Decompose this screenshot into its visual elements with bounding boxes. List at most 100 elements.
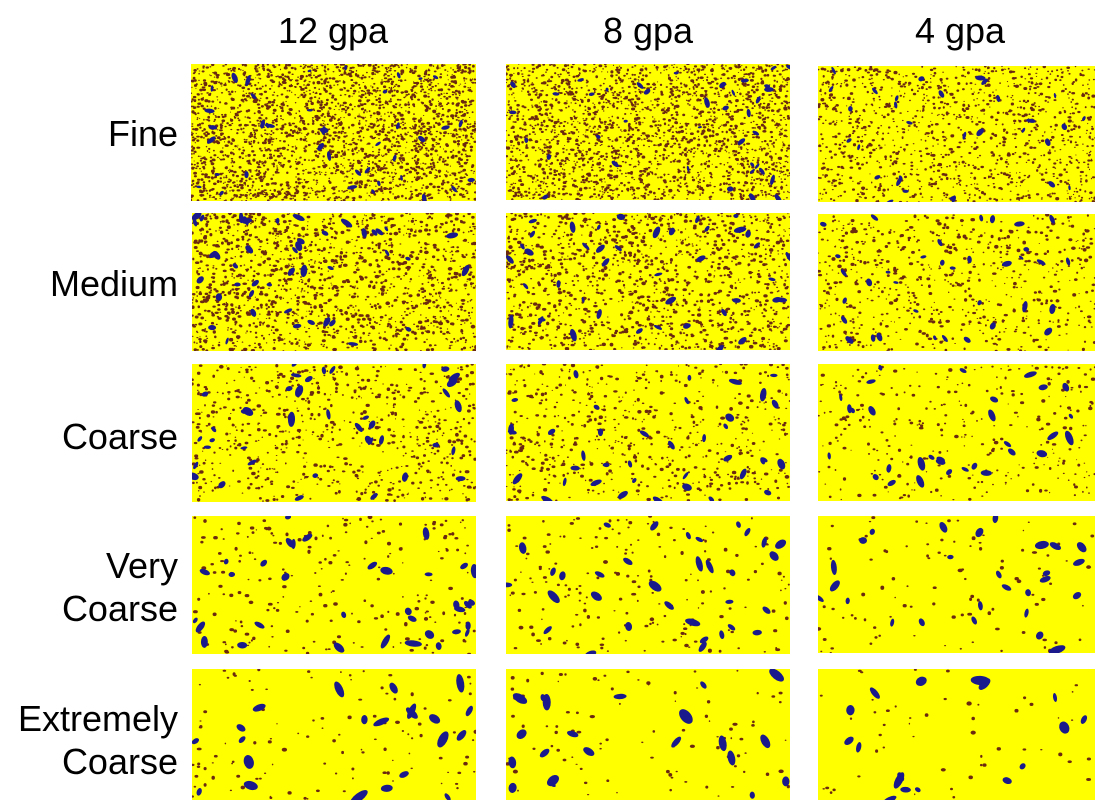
droplet: [696, 148, 699, 150]
droplet: [521, 151, 525, 154]
droplet: [433, 70, 437, 73]
large-droplet: [244, 171, 249, 179]
droplet: [360, 89, 364, 92]
large-droplet: [719, 81, 727, 89]
droplet: [467, 182, 472, 186]
droplet: [561, 168, 564, 170]
droplet: [441, 120, 445, 123]
droplet: [269, 133, 273, 136]
droplet: [587, 89, 591, 92]
droplet: [637, 89, 641, 91]
droplet: [468, 72, 471, 75]
droplet: [269, 150, 272, 152]
droplet: [419, 127, 423, 130]
droplet: [471, 129, 475, 132]
droplet: [768, 168, 770, 171]
droplet: [256, 68, 259, 70]
droplet: [775, 139, 778, 141]
droplet: [527, 74, 531, 77]
droplet: [340, 73, 344, 76]
droplet: [457, 142, 460, 144]
droplet: [254, 178, 258, 180]
droplet: [688, 76, 691, 78]
droplet: [343, 144, 345, 147]
droplet: [236, 183, 238, 186]
droplet: [281, 188, 284, 191]
droplet: [691, 95, 694, 97]
droplet: [761, 69, 764, 71]
droplet: [533, 193, 536, 196]
droplet: [627, 98, 632, 102]
droplet: [413, 120, 416, 123]
droplet: [672, 66, 675, 69]
droplet: [559, 123, 562, 125]
droplet: [210, 188, 214, 191]
droplet: [554, 173, 558, 177]
droplet: [509, 77, 512, 80]
droplet: [391, 176, 395, 179]
droplet: [351, 139, 354, 141]
droplet: [573, 179, 577, 182]
droplet: [679, 182, 682, 184]
droplet: [269, 197, 272, 200]
droplet: [703, 135, 708, 139]
droplet: [705, 160, 708, 163]
droplet: [695, 94, 698, 97]
droplet: [667, 173, 670, 176]
droplet: [976, 137, 979, 139]
droplet: [282, 103, 285, 107]
droplet: [602, 82, 605, 85]
droplet: [358, 91, 360, 93]
droplet: [335, 165, 340, 168]
droplet: [717, 140, 722, 143]
droplet: [574, 139, 579, 143]
droplet: [705, 123, 710, 126]
droplet: [509, 139, 514, 144]
droplet: [349, 181, 353, 184]
droplet: [195, 87, 197, 89]
droplet: [308, 65, 312, 68]
droplet-pattern: [818, 66, 1095, 202]
droplet: [429, 130, 432, 133]
droplet: [597, 193, 601, 197]
droplet: [556, 140, 560, 142]
droplet: [785, 184, 788, 186]
droplet: [400, 106, 403, 109]
droplet: [383, 167, 385, 169]
droplet: [558, 125, 561, 127]
row-label-line: Medium: [49, 263, 178, 304]
droplet: [594, 69, 597, 71]
droplet: [282, 118, 284, 121]
droplet: [565, 70, 568, 72]
droplet: [565, 106, 568, 109]
droplet: [299, 121, 301, 123]
droplet: [206, 119, 209, 121]
large-droplet: [377, 180, 381, 187]
droplet: [542, 152, 544, 155]
droplet: [456, 98, 458, 100]
droplet: [288, 124, 292, 127]
droplet: [399, 158, 402, 161]
droplet: [603, 189, 607, 192]
droplet: [203, 118, 205, 121]
droplet: [309, 192, 312, 195]
droplet: [539, 139, 542, 141]
droplet: [464, 134, 468, 138]
droplet: [468, 155, 471, 158]
droplet: [638, 177, 642, 181]
droplet: [328, 128, 331, 131]
droplet: [630, 107, 636, 111]
droplet: [322, 119, 324, 122]
droplet: [307, 123, 310, 126]
droplet: [637, 197, 640, 199]
droplet: [404, 133, 407, 136]
droplet: [764, 190, 767, 194]
droplet: [201, 122, 204, 125]
droplet: [373, 136, 377, 139]
droplet: [589, 125, 591, 127]
droplet: [711, 73, 714, 76]
droplet: [566, 122, 569, 124]
droplet: [706, 164, 711, 168]
droplet: [982, 99, 985, 102]
droplet: [297, 76, 299, 78]
